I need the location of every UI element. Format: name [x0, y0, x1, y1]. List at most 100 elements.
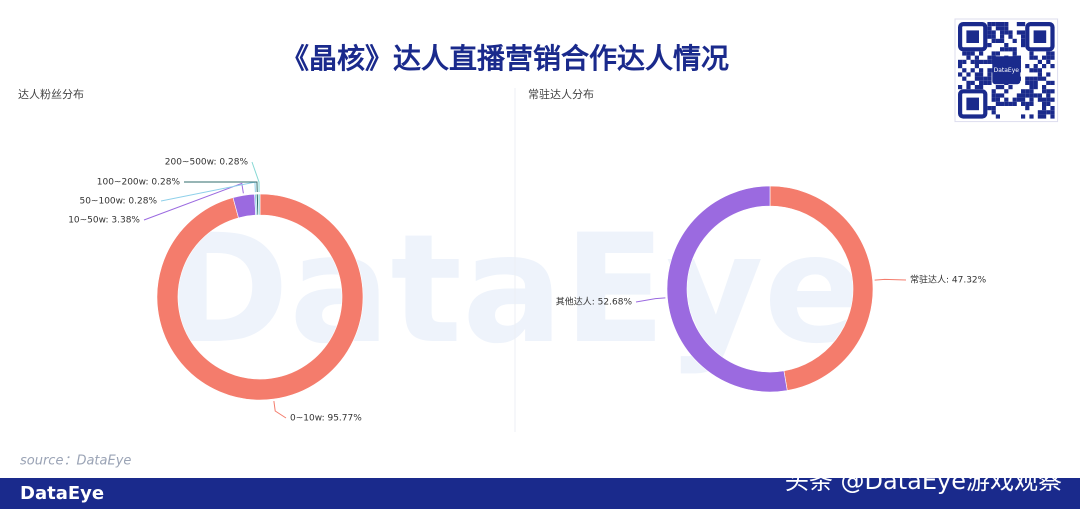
qr-cell — [962, 59, 967, 64]
qr-cell — [1029, 85, 1034, 90]
qr-cell — [1046, 55, 1051, 60]
qr-cell — [987, 55, 992, 60]
qr-cell — [987, 76, 992, 81]
qr-cell — [1046, 97, 1051, 102]
qr-cell — [974, 55, 979, 60]
qr-cell — [1042, 114, 1047, 119]
qr-cell — [991, 34, 996, 39]
qr-cell — [1050, 110, 1055, 115]
qr-cell — [1029, 93, 1034, 98]
qr-cell — [1037, 72, 1042, 77]
qr-cell — [974, 76, 979, 81]
qr-cell — [1000, 34, 1005, 39]
qr-cell — [995, 26, 1000, 31]
data-label: 其他达人: 52.68% — [556, 296, 633, 308]
qr-cell — [1008, 85, 1013, 90]
qr-cell — [1033, 93, 1038, 98]
qr-cell — [1021, 22, 1026, 27]
qr-cell — [1037, 76, 1042, 81]
qr-cell — [974, 85, 979, 90]
qr-cell — [1046, 89, 1051, 94]
qr-cell — [1008, 47, 1013, 52]
qr-logo-bg — [992, 56, 1021, 85]
leader-line — [273, 401, 287, 419]
qr-finder — [957, 22, 988, 52]
qr-cell — [979, 72, 984, 77]
qr-cell — [987, 106, 992, 111]
qr-cell — [966, 72, 971, 77]
donut-segment — [257, 193, 261, 216]
qr-cell — [987, 72, 992, 77]
qr-cell — [1050, 97, 1055, 102]
qr-cell — [1050, 89, 1055, 94]
leader-line — [251, 161, 260, 193]
qr-cell — [979, 51, 984, 56]
qr-cell — [1000, 26, 1005, 31]
qr-cell — [1012, 97, 1017, 102]
qr-cell — [1042, 106, 1047, 111]
qr-cell — [1050, 64, 1055, 69]
qr-cell — [1021, 93, 1026, 98]
data-label: 100~200w: 0.28% — [97, 178, 181, 188]
qr-cell — [1050, 80, 1055, 85]
qr-finder-core — [966, 30, 979, 43]
qr-cell — [970, 51, 975, 56]
footer-band — [0, 478, 1080, 509]
qr-cell — [995, 93, 1000, 98]
qr-cell — [987, 80, 992, 85]
qr-cell — [1046, 80, 1051, 85]
qr-cell — [1025, 93, 1030, 98]
qr-cell — [1037, 114, 1042, 119]
qr-cell — [1012, 47, 1017, 52]
qr-cell — [987, 22, 992, 27]
qr-cell — [1000, 38, 1005, 43]
qr-cell — [1016, 22, 1021, 27]
qr-cell — [1037, 59, 1042, 64]
qr-cell — [1029, 51, 1034, 56]
qr-cell — [1033, 68, 1038, 73]
qr-cell — [966, 55, 971, 60]
qr-cell — [1021, 89, 1026, 94]
qr-cell — [991, 89, 996, 94]
qr-cell — [991, 30, 996, 35]
qr-cell — [1025, 76, 1030, 81]
qr-cell — [1000, 47, 1005, 52]
qr-cell — [966, 80, 971, 85]
donut-segment — [769, 185, 874, 391]
qr-cell — [991, 110, 996, 115]
qr-label: DataEye — [994, 67, 1020, 74]
qr-cell — [1021, 114, 1026, 119]
footer-watermark: 头条 @DataEye游戏观察 — [785, 467, 1062, 495]
qr-cell — [995, 101, 1000, 106]
data-label: 200~500w: 0.28% — [165, 158, 249, 168]
qr-cell — [987, 34, 992, 39]
qr-cell — [987, 59, 992, 64]
qr-cell — [958, 64, 963, 69]
qr-cell — [979, 68, 984, 73]
leader-line — [635, 297, 666, 303]
qr-finder-core — [1033, 30, 1047, 43]
qr-cell — [1042, 85, 1047, 90]
qr-cell — [1046, 72, 1051, 77]
qr-cell — [991, 93, 996, 98]
qr-cell — [979, 59, 984, 64]
source: source：DataEye — [20, 454, 131, 469]
qr-cell — [1050, 114, 1055, 119]
qr-cell — [1025, 101, 1030, 106]
qr-cell — [1021, 101, 1026, 106]
qr-cell — [987, 30, 992, 35]
qr-cell — [1046, 101, 1051, 106]
qr-cell — [962, 76, 967, 81]
qr-cell — [1016, 93, 1021, 98]
qr-cell — [974, 59, 979, 64]
qr-cell — [1012, 101, 1017, 106]
qr-cell — [1042, 89, 1047, 94]
qr-cell — [1042, 110, 1047, 115]
qr-cell — [1004, 89, 1009, 94]
qr-cell — [962, 68, 967, 73]
qr-cell — [1021, 97, 1026, 102]
qr-cell — [987, 43, 992, 48]
qr-cell — [1016, 30, 1021, 35]
data-label: 10~50w: 3.38% — [68, 216, 140, 226]
